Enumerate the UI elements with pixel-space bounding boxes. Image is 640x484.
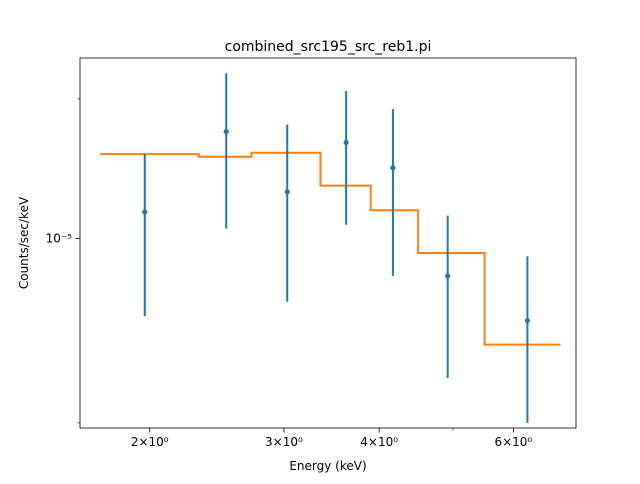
chart-title: combined_src195_src_reb1.pi bbox=[225, 39, 432, 55]
data-point bbox=[284, 189, 290, 195]
data-point bbox=[142, 209, 148, 215]
x-tick-label: 3×10⁰ bbox=[265, 435, 303, 449]
y-axis-ticks: 10⁻⁵ bbox=[46, 98, 80, 424]
x-tick-label: 6×10⁰ bbox=[494, 435, 532, 449]
data-point bbox=[445, 273, 451, 279]
data-errorbars bbox=[142, 73, 531, 423]
plot-area bbox=[79, 57, 577, 429]
y-tick-label: 10⁻⁵ bbox=[46, 231, 73, 245]
data-point bbox=[223, 128, 229, 135]
y-axis-label: Counts/sec/keV bbox=[17, 196, 31, 289]
x-tick-label: 4×10⁰ bbox=[360, 435, 398, 449]
x-tick-label: 2×10⁰ bbox=[131, 435, 169, 449]
x-axis-ticks: 2×10⁰ 3×10⁰ 4×10⁰ 6×10⁰ bbox=[131, 428, 532, 449]
data-point bbox=[343, 139, 349, 146]
data-point bbox=[524, 317, 531, 324]
data-point bbox=[390, 165, 396, 171]
x-axis-label: Energy (keV) bbox=[289, 459, 366, 473]
